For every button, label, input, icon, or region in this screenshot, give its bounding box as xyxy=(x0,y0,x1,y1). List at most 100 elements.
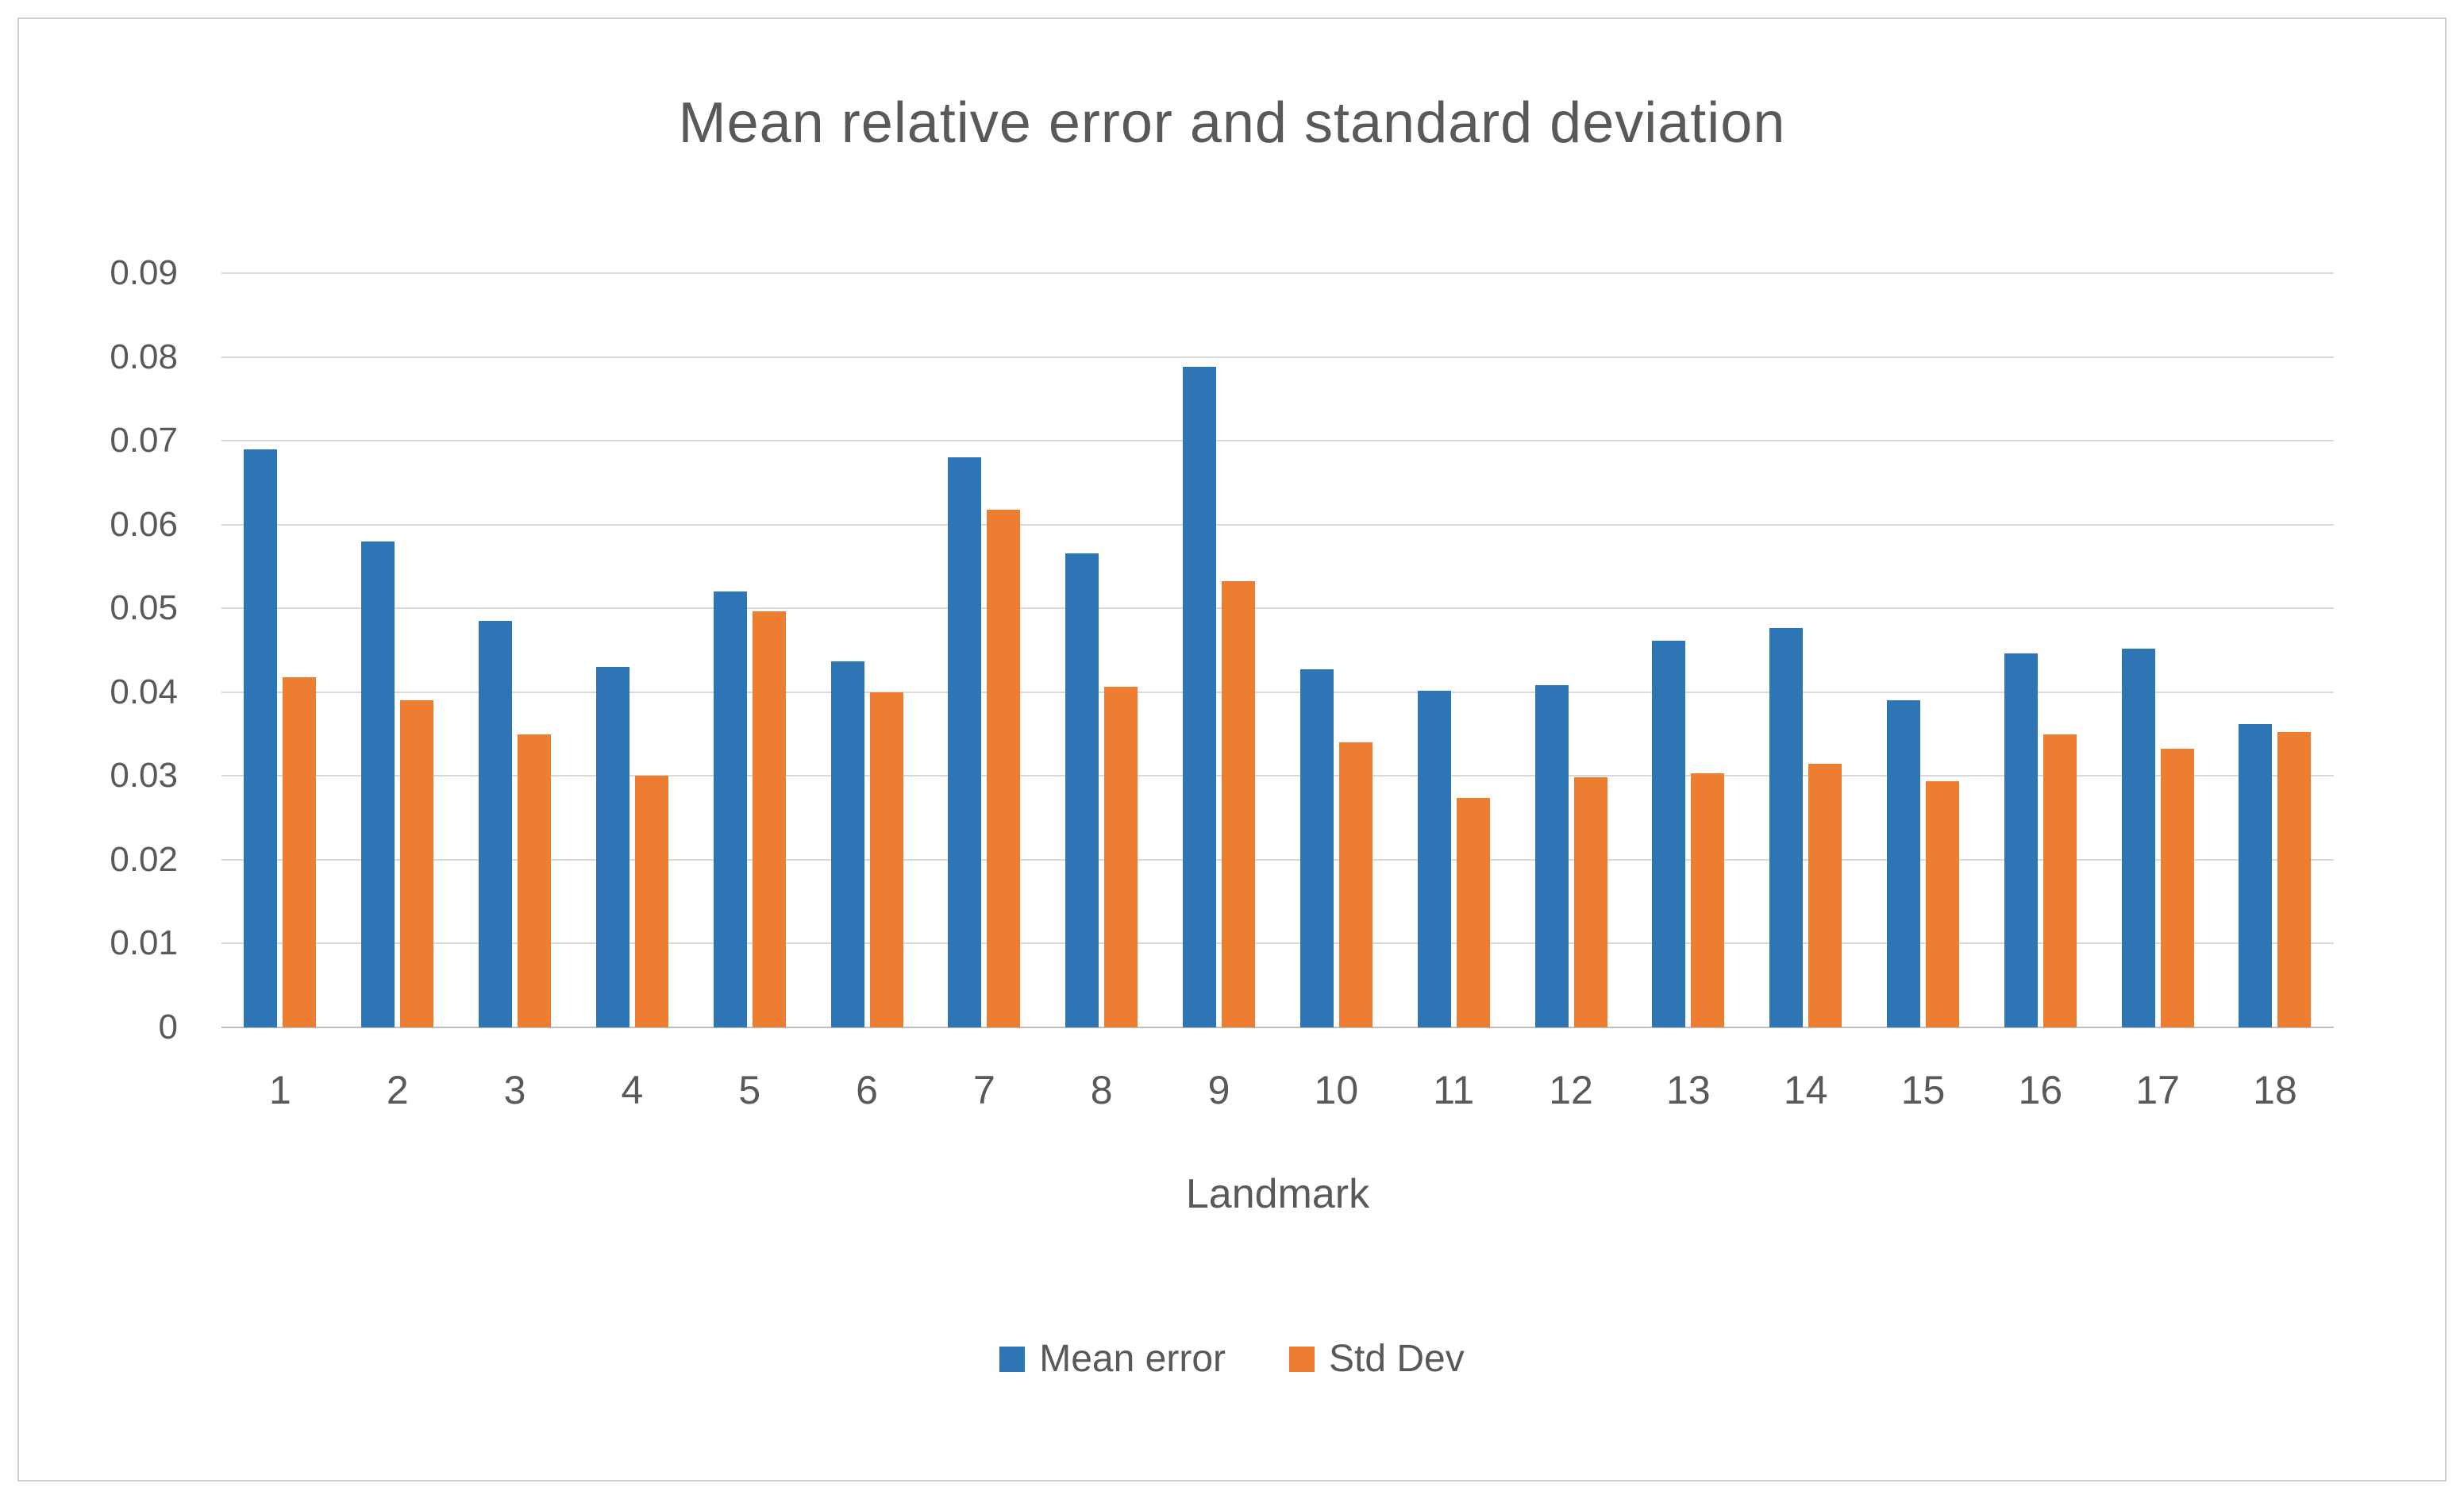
y-tick-label: 0.01 xyxy=(110,923,178,963)
y-tick-label: 0 xyxy=(158,1008,178,1046)
mean-error-bar xyxy=(1652,641,1686,1027)
mean-error-bar xyxy=(1534,685,1569,1027)
std-dev-bar xyxy=(518,734,552,1027)
bar-group xyxy=(2099,273,2216,1027)
bar-group xyxy=(1630,273,1747,1027)
mean-error-swatch-icon xyxy=(999,1346,1026,1372)
std-dev-bar xyxy=(1691,773,1725,1027)
x-tick-label: 9 xyxy=(1207,1068,1230,1112)
mean-error-bar xyxy=(244,449,278,1027)
chart-frame: Mean relative error and standard deviati… xyxy=(17,17,2447,1482)
x-tick-label: 12 xyxy=(1549,1068,1593,1112)
bar-group xyxy=(1865,273,1982,1027)
mean-error-bar xyxy=(1299,669,1334,1027)
gridline xyxy=(221,523,2334,526)
gridline xyxy=(221,440,2334,442)
legend: Mean error Std Dev xyxy=(19,1337,2445,1381)
mean-error-bar xyxy=(2121,648,2155,1027)
gridline xyxy=(221,775,2334,777)
x-tick-label: 17 xyxy=(2135,1068,2180,1112)
x-tick-label: 6 xyxy=(856,1068,878,1112)
std-dev-swatch-icon xyxy=(1289,1346,1315,1372)
std-dev-bar xyxy=(400,700,434,1027)
bar-group xyxy=(221,273,339,1027)
std-dev-bar xyxy=(2042,734,2077,1027)
x-tick-label: 13 xyxy=(1666,1068,1711,1112)
bar-group xyxy=(926,273,1043,1027)
bar-group xyxy=(573,273,691,1027)
x-tick-label: 15 xyxy=(1900,1068,1946,1112)
gridline xyxy=(221,607,2334,610)
gridline xyxy=(221,272,2334,274)
y-tick-label: 0.09 xyxy=(110,253,178,292)
std-dev-bar xyxy=(2277,732,2312,1027)
std-dev-bar xyxy=(1573,777,1607,1027)
std-dev-bar xyxy=(1926,780,1959,1027)
bar-group xyxy=(456,273,574,1027)
x-tick-label: 11 xyxy=(1433,1068,1475,1112)
y-tick-label: 0.07 xyxy=(110,421,178,460)
x-axis-line xyxy=(221,1027,2334,1028)
legend-label-std-dev: Std Dev xyxy=(1329,1338,1465,1380)
mean-error-bar xyxy=(1417,690,1451,1027)
bar-group xyxy=(1512,273,1630,1027)
gridline xyxy=(221,356,2334,358)
std-dev-bar xyxy=(1808,763,1842,1027)
mean-error-bar xyxy=(830,661,864,1027)
y-tick-label: 0.02 xyxy=(110,839,178,879)
mean-error-bar xyxy=(479,621,513,1027)
bar-group xyxy=(808,273,926,1027)
bar-group xyxy=(2216,273,2334,1027)
gridline xyxy=(221,858,2334,861)
y-tick-label: 0.04 xyxy=(110,672,178,711)
mean-error-bar xyxy=(948,457,982,1027)
x-tick-label: 16 xyxy=(2018,1068,2063,1112)
std-dev-bar xyxy=(752,611,786,1027)
std-dev-bar xyxy=(634,776,668,1027)
mean-error-bar xyxy=(2239,723,2273,1027)
std-dev-bar xyxy=(1456,797,1490,1027)
x-tick-label: 2 xyxy=(386,1068,409,1112)
mean-error-bar xyxy=(1065,553,1099,1027)
mean-error-bar xyxy=(2004,653,2038,1027)
std-dev-bar xyxy=(987,509,1021,1027)
std-dev-bar xyxy=(1222,581,1256,1027)
mean-error-bar xyxy=(595,667,629,1027)
std-dev-bar xyxy=(1338,742,1373,1027)
legend-label-mean-error: Mean error xyxy=(1039,1338,1226,1380)
bar-group xyxy=(1747,273,1865,1027)
bar-group xyxy=(1277,273,1395,1027)
bar-group xyxy=(691,273,808,1027)
x-tick-label: 18 xyxy=(2253,1068,2297,1112)
bar-group xyxy=(1395,273,1512,1027)
std-dev-bar xyxy=(283,676,317,1027)
x-tick-label: 10 xyxy=(1314,1068,1359,1112)
x-tick-label: 8 xyxy=(1090,1068,1113,1112)
x-tick-label: 3 xyxy=(503,1068,526,1112)
std-dev-bar xyxy=(1104,687,1138,1027)
legend-item-std-dev: Std Dev xyxy=(1289,1337,1465,1381)
bar-group xyxy=(339,273,456,1027)
plot-area xyxy=(221,272,2334,1028)
bar-group xyxy=(1981,273,2099,1027)
mean-error-bar xyxy=(361,541,395,1027)
std-dev-bar xyxy=(869,692,903,1027)
legend-item-mean-error: Mean error xyxy=(999,1337,1226,1381)
x-tick-label: 1 xyxy=(269,1068,291,1112)
x-axis-labels: 1 2 3 4 5 6 7 8 9 10 11 12 13 14 15 16 17 18 xyxy=(221,1067,2334,1113)
mean-error-bar xyxy=(1887,700,1920,1027)
y-axis-labels: 0 0.01 0.02 0.03 0.04 0.05 0.06 0.07 0.08 0.09 xyxy=(67,253,202,1046)
y-tick-label: 0.03 xyxy=(110,756,178,796)
y-tick-label: 0.05 xyxy=(110,588,178,628)
gridline xyxy=(221,691,2334,693)
std-dev-bar xyxy=(2160,748,2194,1027)
bar-group xyxy=(1043,273,1161,1027)
x-tick-label: 4 xyxy=(621,1068,644,1112)
mean-error-bar xyxy=(1769,627,1804,1027)
y-tick-label: 0.08 xyxy=(110,337,178,376)
x-tick-label: 14 xyxy=(1783,1068,1828,1112)
chart-title: Mean relative error and standard deviati… xyxy=(678,91,1786,155)
bars-layer xyxy=(221,273,2334,1027)
mean-error-bar xyxy=(713,592,747,1027)
y-tick-label: 0.06 xyxy=(110,504,178,544)
